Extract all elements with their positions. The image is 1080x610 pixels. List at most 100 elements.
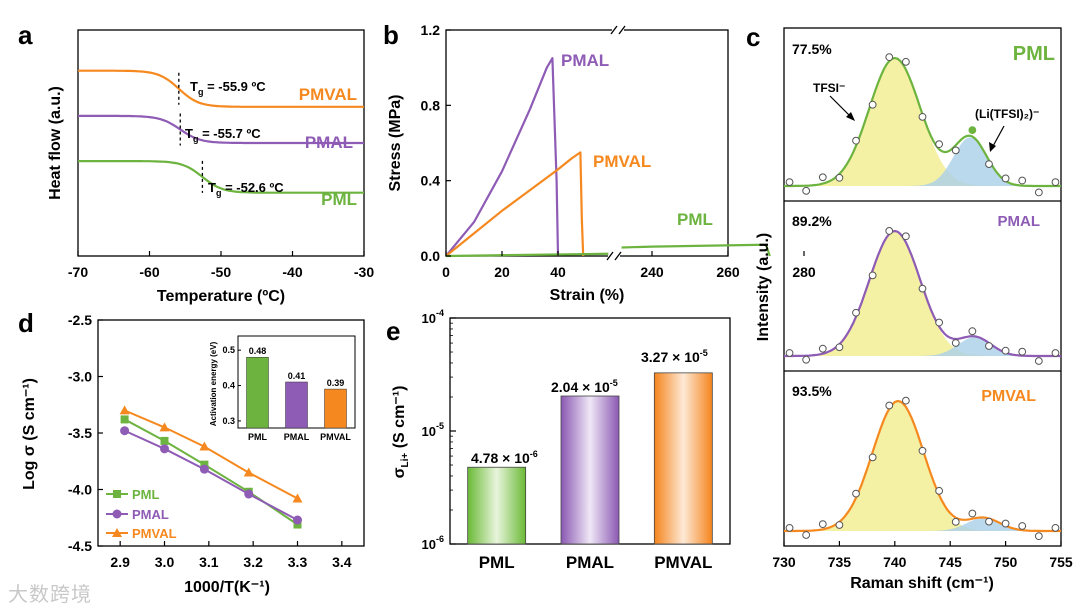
raman-data-point — [918, 284, 927, 293]
panel-b-xlabel: Strain (%) — [550, 287, 625, 304]
annotation-agg: (Li(TFSI)₂)⁻ — [975, 107, 1039, 121]
x-tick-label-d: 3.1 — [199, 554, 219, 570]
raman-data-point — [1034, 357, 1043, 365]
legend-marker-pmval — [112, 528, 122, 537]
raman-data-point — [985, 160, 993, 169]
raman-data-point — [868, 271, 877, 280]
raman-data-point — [1001, 174, 1010, 183]
axis-break-bottom — [606, 251, 622, 261]
raman-data-point — [818, 173, 827, 182]
marker-pmval — [199, 441, 210, 451]
panel-a-label: a — [18, 20, 33, 50]
marker-pmval — [292, 493, 303, 503]
raman-data-point — [1034, 532, 1043, 541]
panel-d-xlabel: 1000/T(K⁻¹) — [184, 579, 270, 596]
raman-data-point — [901, 57, 910, 66]
raman-data-point — [901, 396, 910, 405]
panel-e: e PML PMAL PMVAL 10-610-510-4 4.78 × 10-6 … — [386, 308, 731, 572]
raman-data-point — [785, 349, 794, 357]
stress-curve-pml — [445, 243, 771, 258]
annotation-tfsi: TFSI⁻ — [813, 81, 845, 95]
raman-data-point — [985, 342, 993, 350]
marker-pmal — [293, 515, 302, 525]
raman-data-point — [1018, 347, 1027, 356]
marker-pmal — [244, 489, 254, 499]
x-tick-label-c: 755 — [1049, 554, 1073, 570]
inset-ylabel: Activation energy (eV) — [209, 341, 218, 426]
percent-pmval: 93.5% — [792, 383, 832, 399]
raman-data-point — [985, 517, 993, 526]
raman-data-point — [1001, 519, 1010, 528]
legend-marker-pml — [113, 490, 121, 498]
percent-pml: 77.5% — [792, 41, 832, 57]
x-tick-label-c: 740 — [883, 554, 907, 570]
panel-c-label: c — [746, 22, 760, 52]
x-tick-label-b: 240 — [640, 264, 664, 280]
panel-b-ticks: 0 20 40 240 260 280 0.0 0.4 0.8 1.2 — [421, 22, 816, 280]
inset-y-tick-label: 0.3 — [222, 416, 235, 426]
marker-pml — [293, 520, 302, 529]
y-tick-label-b: 1.2 — [421, 22, 441, 38]
x-tick-label-c: 735 — [828, 554, 852, 570]
panel-d-ticks: 2.9 3.0 3.1 3.2 3.3 3.4 -2.5 -3.0 -3.5 -4.0 -4.5 — [68, 312, 352, 570]
raman-data-point — [968, 126, 977, 135]
panel-e-label: e — [386, 316, 400, 346]
raman-data-point — [868, 453, 877, 462]
raman-data-point — [918, 446, 927, 455]
raman-data-point — [852, 308, 860, 317]
panel-d-plot — [119, 405, 303, 529]
spectrum-label-pmval: PMVAL — [981, 388, 1036, 405]
raman-data-point — [802, 355, 811, 364]
panel-b-label: b — [383, 20, 399, 50]
spectrum-label-pmal: PMAL — [998, 213, 1041, 230]
inset-x-tick-label: PMVAL — [320, 432, 351, 442]
raman-data-point — [935, 140, 944, 149]
x-tick-label-a: -50 — [211, 264, 231, 280]
series-label-pmval-b: PMVAL — [593, 152, 651, 171]
inset-x-tick-label: PML — [248, 432, 268, 442]
panel-e-ylabel: σLi+ (S cm⁻¹) — [391, 386, 411, 479]
inset-bar-pmal — [285, 381, 308, 429]
x-tick-label-b: 40 — [550, 264, 566, 280]
x-tick-label-b: 0 — [442, 264, 450, 280]
x-tick-label-b: 20 — [494, 264, 510, 280]
marker-pmval — [119, 405, 130, 415]
inset-y-tick-label: 0.5 — [222, 345, 235, 355]
tg-label-pmval: Tg = -55.9 ºC — [190, 79, 266, 97]
arrow-agg-line — [991, 125, 1005, 149]
stress-curve-pmal — [445, 57, 560, 257]
inset-bar-label: 0.39 — [327, 378, 345, 388]
raman-data-point — [802, 531, 811, 539]
panel-a-ticks: -70 -60 -50 -40 -30 — [68, 251, 374, 280]
marker-pmval — [159, 422, 170, 432]
watermark: 大数跨境 — [8, 582, 92, 606]
sigma-bar-pml — [467, 466, 527, 545]
inset-bars: 0.48 PML 0.41 PMAL 0.39 PMVAL 0.3 0.4 0.5 — [222, 345, 351, 442]
panel-c: c 730 735 740 745 750 755 77.5% 89.2% 93.5% P… — [746, 22, 1073, 592]
raman-data-point — [951, 339, 960, 347]
inset-bar-pml — [246, 356, 269, 429]
raman-data-point — [1018, 522, 1027, 530]
tfsi-fit-area — [784, 231, 1061, 356]
panel-c-frame — [783, 27, 1062, 547]
x-tick-label-d: 2.9 — [110, 554, 130, 570]
y-tick-label-e: 10-6 — [422, 534, 444, 552]
dsc-curve-pml — [78, 160, 364, 194]
raman-data-point — [868, 100, 877, 109]
legend-label-pml: PML — [132, 487, 160, 502]
raman-data-point — [852, 489, 860, 498]
panel-d-inset: 0.48 PML 0.41 PMAL 0.39 PMVAL 0.3 0.4 0.5 Activa… — [209, 335, 356, 442]
panel-c-ylabel: Intensity (a.u.) — [755, 233, 772, 341]
x-tick-label-d: 3.0 — [155, 554, 175, 570]
raman-data-point — [968, 327, 977, 336]
y-tick-label-d: -2.5 — [68, 312, 92, 328]
x-tick-label-c: 750 — [994, 554, 1018, 570]
dsc-curve-pmal — [78, 114, 364, 145]
inset-bar-pmval — [324, 388, 347, 429]
tg-label-pmal: Tg = -55.7 ºC — [185, 126, 261, 144]
x-tick-label-a: -70 — [68, 264, 88, 280]
tfsi-fit-area — [784, 401, 1061, 531]
raman-data-point — [1051, 523, 1060, 532]
panel-d-ylabel: Log σ (S cm⁻¹) — [21, 378, 38, 490]
panel-c-spectra — [784, 53, 1061, 541]
